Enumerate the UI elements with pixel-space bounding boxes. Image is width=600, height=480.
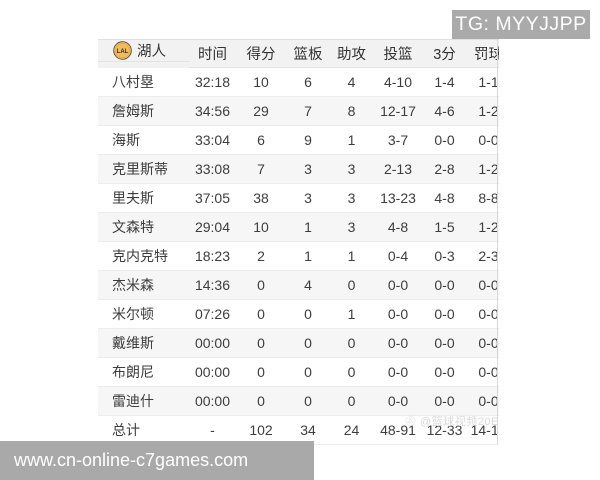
svg-text:LAL: LAL: [117, 49, 129, 55]
